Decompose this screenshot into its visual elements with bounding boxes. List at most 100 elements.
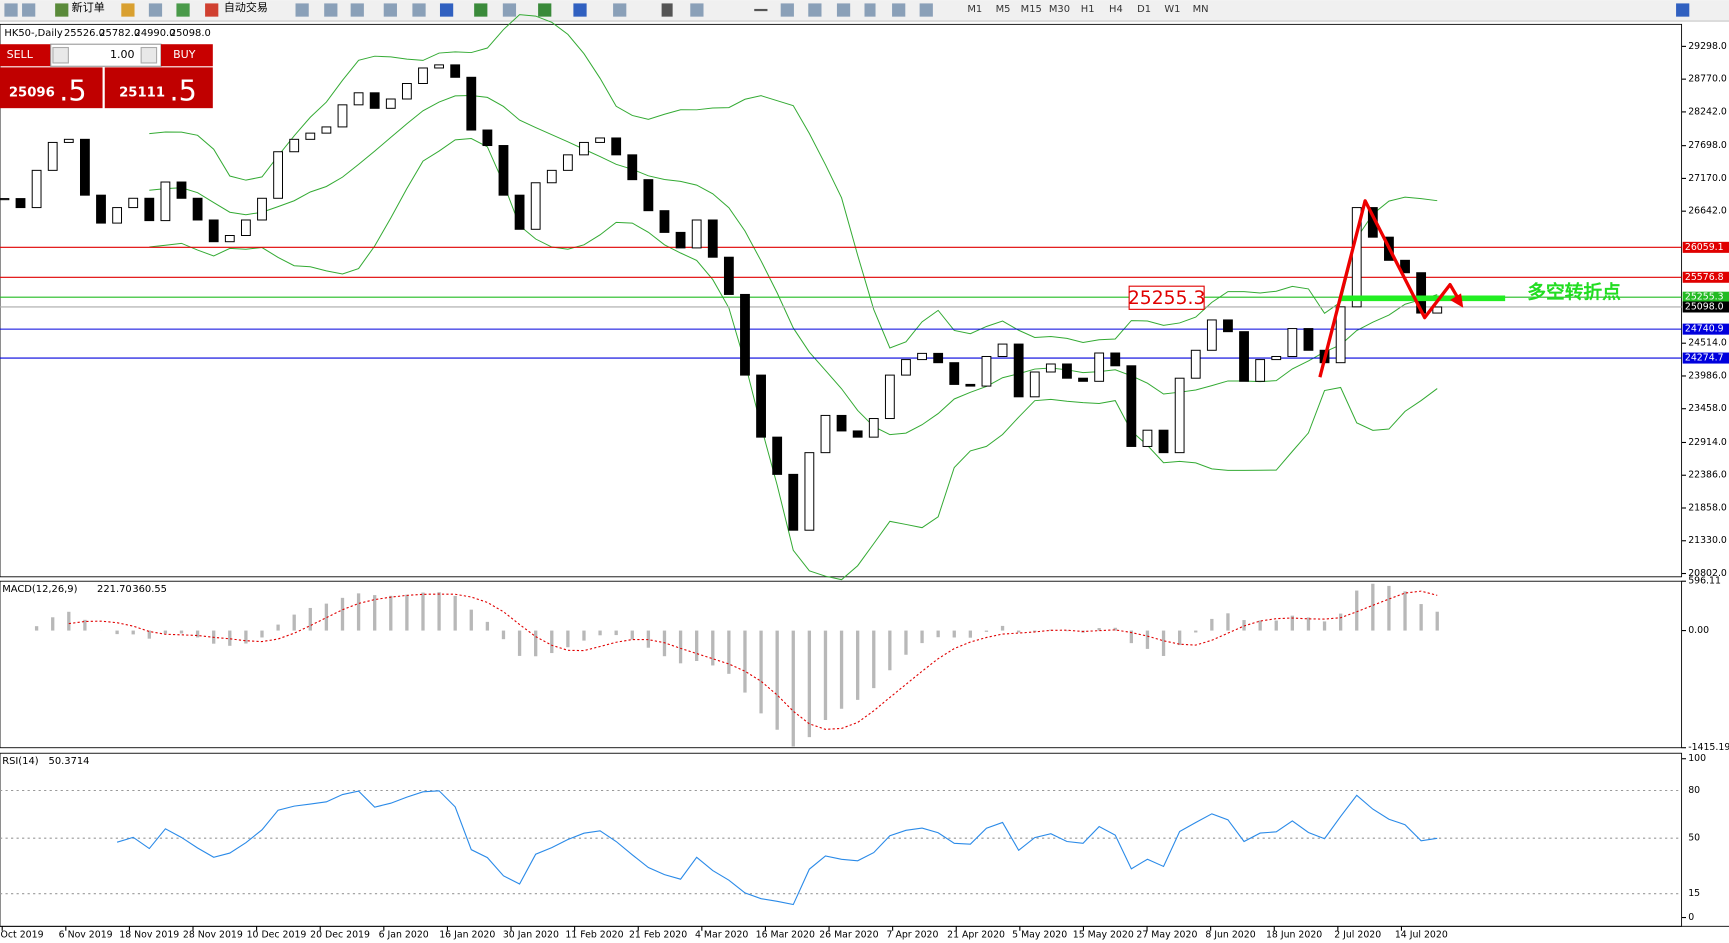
bid-price: 25096.5	[9, 74, 87, 108]
icon[interactable]	[474, 3, 488, 17]
candle	[595, 137, 605, 143]
price-level-tag	[1682, 241, 1729, 253]
x-tick-label: 28 Nov 2019	[183, 930, 243, 941]
icon[interactable]	[836, 3, 851, 17]
candle	[772, 436, 783, 475]
timeframe-button[interactable]: M15	[1021, 4, 1042, 15]
candle	[208, 219, 219, 243]
candle	[1432, 306, 1443, 314]
icon[interactable]	[439, 3, 454, 17]
icon[interactable]	[176, 3, 190, 17]
icon[interactable]	[350, 3, 364, 17]
x-tick-label: 18 Nov 2019	[119, 930, 179, 941]
candle	[1013, 343, 1024, 398]
y-tick-label: 23986.0	[1688, 370, 1727, 381]
y-tick-label: 80	[1688, 785, 1700, 796]
candle	[63, 138, 74, 143]
x-tick-label: 4 Mar 2020	[695, 930, 748, 941]
lots-value: 1.00	[110, 48, 135, 61]
timeframe-button[interactable]: H1	[1081, 4, 1095, 15]
x-tick-label: 11 Feb 2020	[565, 930, 623, 941]
candle	[611, 137, 622, 156]
candle	[546, 169, 557, 184]
icon[interactable]	[864, 3, 876, 17]
icon[interactable]	[808, 3, 822, 17]
x-tick-label: 8 Jun 2020	[1205, 930, 1255, 941]
candle	[723, 256, 734, 295]
sell-button[interactable]	[0, 44, 51, 67]
candle	[401, 82, 412, 100]
y-tick-label: 29298.0	[1688, 41, 1727, 52]
candle	[0, 198, 10, 201]
candle	[1303, 328, 1314, 351]
candle	[788, 473, 799, 531]
icon[interactable]	[148, 3, 163, 17]
icon[interactable]	[502, 3, 517, 17]
icon[interactable]	[121, 3, 135, 17]
candle	[240, 219, 251, 236]
icon[interactable]	[383, 3, 397, 17]
arrow-head	[1450, 293, 1464, 308]
candle	[852, 430, 863, 438]
y-tick-label: 24514.0	[1688, 338, 1727, 349]
icon[interactable]	[295, 3, 309, 17]
price-level-tag	[1682, 291, 1729, 303]
timeframe-button[interactable]: M5	[996, 4, 1011, 15]
lots-up[interactable]	[140, 46, 158, 64]
timeframe-button[interactable]: D1	[1137, 4, 1151, 15]
y-tick-label: 21330.0	[1688, 535, 1727, 546]
candle	[562, 154, 573, 171]
new-order-button[interactable]: 新订单	[72, 0, 105, 14]
candle	[530, 182, 541, 230]
x-tick-label: 26 Mar 2020	[819, 930, 878, 941]
icon[interactable]	[892, 3, 906, 17]
candle	[273, 151, 284, 199]
icon[interactable]	[538, 3, 552, 17]
bollinger-band	[149, 14, 1438, 349]
timeframe-button[interactable]: H4	[1109, 4, 1123, 15]
icon[interactable]	[22, 3, 36, 17]
icon[interactable]	[780, 3, 794, 17]
icon[interactable]	[690, 3, 704, 17]
candle	[31, 169, 42, 209]
icon[interactable]	[613, 3, 627, 17]
candle	[1335, 306, 1346, 364]
timeframe-button[interactable]: M1	[967, 4, 982, 15]
candle	[385, 98, 396, 109]
annotation-box	[1128, 285, 1205, 310]
candle	[1094, 352, 1105, 382]
icon[interactable]	[754, 8, 768, 12]
lots-down[interactable]	[52, 46, 69, 64]
rsi-panel: RSI(14) 50.3714 100 80 50 15 0	[0, 753, 1706, 923]
auto-trading-button[interactable]: 自动交易	[224, 0, 268, 14]
icon[interactable]	[573, 3, 587, 17]
price-level-label: 25576.8	[1685, 272, 1724, 283]
icon[interactable]	[919, 3, 933, 17]
icon[interactable]	[661, 3, 673, 17]
candle	[917, 352, 927, 361]
candle	[1223, 319, 1233, 333]
candle	[965, 383, 976, 387]
candle	[933, 352, 944, 364]
rsi-line	[116, 790, 1438, 906]
bollinger-band	[149, 95, 1438, 436]
timeframe-button[interactable]: MN	[1193, 4, 1209, 15]
buy-button[interactable]	[160, 44, 213, 67]
candle	[353, 92, 364, 106]
x-tick-label: 14 Jul 2020	[1395, 930, 1448, 941]
bid-box[interactable]	[0, 67, 103, 109]
candle	[47, 141, 58, 171]
macd-signal	[68, 590, 1438, 730]
ask-box[interactable]	[104, 67, 213, 109]
icon[interactable]	[55, 3, 69, 17]
icon[interactable]	[324, 3, 338, 17]
timeframe-button[interactable]: W1	[1164, 4, 1180, 15]
icon[interactable]	[4, 3, 18, 17]
timeframe-button[interactable]: M30	[1049, 4, 1070, 15]
icon[interactable]	[412, 3, 426, 17]
ohlc-value: 25098.0	[170, 28, 211, 39]
x-tick-label: Oct 2019	[1, 930, 44, 941]
price-level-label: 24274.7	[1685, 353, 1724, 364]
icon[interactable]	[205, 3, 219, 17]
search-icon[interactable]	[1676, 3, 1690, 17]
